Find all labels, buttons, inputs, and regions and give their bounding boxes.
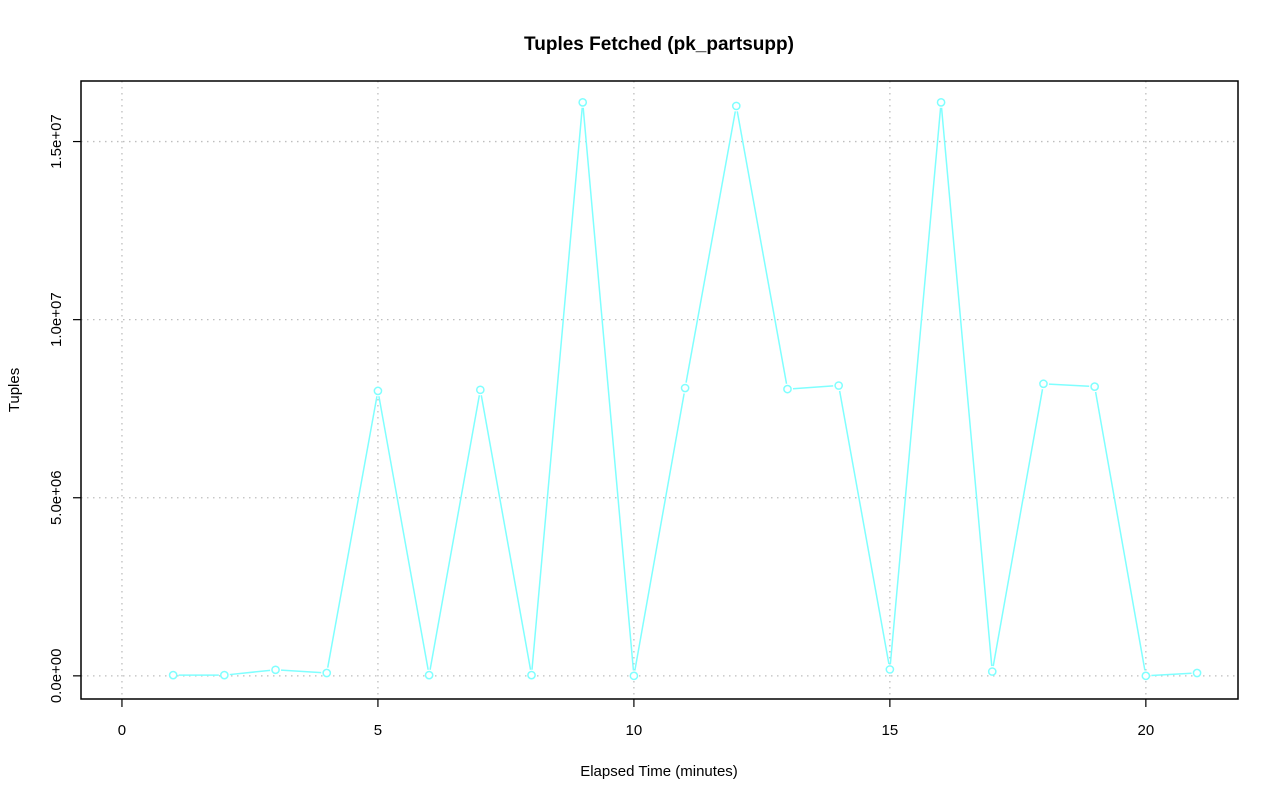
- x-tick-label: 15: [882, 722, 899, 739]
- x-axis: 0 5 10 15 20: [118, 699, 1154, 739]
- series-line-segment: [582, 107, 635, 671]
- data-point: [783, 384, 792, 394]
- series-line-segment: [531, 107, 583, 670]
- data-point: [322, 668, 332, 678]
- x-axis-label: Elapsed Time (minutes): [580, 763, 738, 780]
- x-tick-label: 20: [1138, 722, 1155, 739]
- series-line-segment: [280, 669, 322, 674]
- series-line-segment: [634, 393, 685, 671]
- series-line-segment: [326, 396, 378, 668]
- data-point: [424, 670, 434, 680]
- data-point: [629, 671, 639, 681]
- data-point: [936, 98, 946, 107]
- series-line-segment: [480, 395, 532, 670]
- data-point: [885, 665, 895, 674]
- series-line-segment: [229, 669, 271, 676]
- series-line-segment: [792, 385, 834, 390]
- data-point: [987, 667, 997, 676]
- data-point: [1192, 668, 1202, 678]
- x-tick-label: 10: [626, 722, 643, 739]
- data-point: [680, 383, 690, 393]
- series-layer: [168, 98, 1202, 681]
- series-line-segment: [685, 111, 737, 383]
- data-point: [834, 381, 844, 390]
- y-tick-label: 0.0e+00: [48, 649, 65, 704]
- data-point: [1039, 379, 1048, 389]
- data-point: [475, 385, 485, 395]
- data-point: [168, 670, 178, 680]
- x-tick-label: 5: [374, 722, 382, 739]
- series-line-segment: [992, 389, 1044, 667]
- data-point: [1090, 382, 1100, 391]
- grid-lines: [81, 81, 1238, 699]
- series-line-segment: [838, 390, 890, 665]
- chart-title: Tuples Fetched (pk_partsupp): [524, 34, 794, 55]
- series-line-segment: [940, 107, 993, 667]
- series-line-segment: [378, 396, 429, 670]
- y-axis: 0.0e+00 5.0e+06 1.0e+07 1.5e+07: [48, 114, 81, 703]
- y-axis-label: Tuples: [6, 368, 23, 412]
- series-line-segment: [889, 107, 942, 665]
- data-point: [578, 98, 588, 107]
- series-line-segment: [1094, 391, 1146, 671]
- y-tick-label: 5.0e+06: [48, 470, 65, 525]
- series-line-segment: [429, 395, 481, 670]
- plot-frame: [80, 80, 1239, 700]
- y-tick-label: 1.0e+07: [48, 292, 65, 347]
- data-point: [1141, 671, 1151, 681]
- data-point: [219, 670, 229, 680]
- y-tick-label: 1.5e+07: [48, 114, 65, 169]
- series-line-segment: [736, 111, 788, 384]
- data-point: [731, 101, 741, 111]
- data-point: [527, 670, 536, 680]
- x-tick-label: 0: [118, 722, 126, 739]
- data-point: [271, 665, 280, 675]
- series-line-segment: [1151, 672, 1192, 677]
- data-point: [373, 386, 383, 396]
- series-line-segment: [1048, 383, 1090, 388]
